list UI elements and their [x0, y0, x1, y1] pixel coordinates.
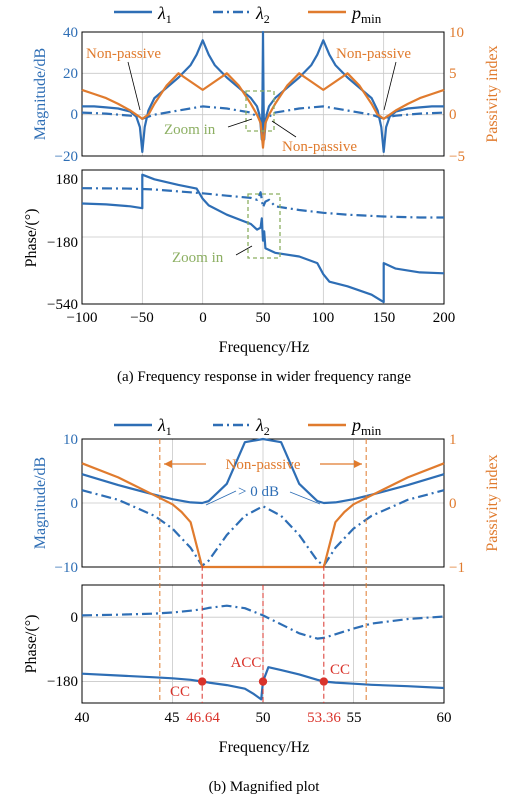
a1-ytick: −20	[55, 149, 78, 165]
legend-a: λ1 λ2 pmin	[114, 3, 382, 26]
series-lambda2-line	[81, 604, 445, 640]
b1-yticks-left: 10 0 −10	[55, 432, 78, 576]
series-lambda1-line	[81, 437, 445, 505]
b2-xtick: 45	[165, 710, 180, 726]
b1-series	[81, 437, 445, 569]
a1-zoom-box	[245, 90, 275, 132]
panel-b-magnitude: 10 0 −10 1 0 −1 Magnitude/dB Passivity i…	[32, 432, 501, 576]
a2-series	[81, 173, 445, 304]
b1-ylabel: Magnitude/dB	[32, 457, 49, 549]
b1-leader-gt0db-right	[289, 491, 321, 505]
a1-ytick-right: 0	[449, 107, 457, 123]
a1-yticks-right: 10 5 0 −5	[449, 25, 465, 165]
legend-b: λ1 λ2 pmin	[114, 415, 382, 438]
b2-point-label-acc: ACC	[231, 655, 262, 671]
series-pmin-line	[81, 462, 445, 569]
b1-ytick-right: −1	[449, 560, 465, 576]
b2-xtick: 60	[437, 710, 452, 726]
a2-xtick: 150	[373, 310, 396, 326]
b1-leader-gt0db-left	[205, 490, 237, 506]
a1-ytick-right: 10	[449, 25, 464, 41]
a1-annotation-nonpassive-left: Non-passive	[86, 46, 161, 62]
a2-xtick: −50	[130, 310, 153, 326]
panel-b-phase: 0 −180 40 45 50 55 60 46.64 53.36 Phase/…	[23, 584, 452, 756]
legend-b-lambda2-label: λ2	[255, 415, 270, 438]
b2-ylabel: Phase/(°)	[23, 615, 40, 674]
a1-leader-left	[127, 61, 141, 111]
panel-a-magnitude: 40 20 0 −20 10 5 0 −5 Magnitude/dB Passi…	[32, 25, 501, 165]
b2-xtick-red: 53.36	[307, 710, 341, 726]
b2-xticks: 40 45 50 55 60 46.64 53.36	[75, 710, 452, 726]
a2-xtick: −100	[67, 310, 98, 326]
a1-yticks-left: 40 20 0 −20	[55, 25, 78, 165]
a2-ytick: 180	[56, 172, 79, 188]
a1-ytick-right: 5	[449, 66, 457, 82]
a2-ylabel: Phase/(°)	[23, 209, 40, 268]
a1-annotation-nonpassive-center: Non-passive	[282, 139, 357, 155]
a2-leader-zoom	[235, 245, 253, 256]
panel-a-phase: 180 −180 −540 −100 −50 0 50 100 150 200 …	[23, 169, 456, 356]
b1-grid	[82, 439, 444, 567]
b1-ytick: 10	[63, 432, 78, 448]
legend-b-pmin-label: pmin	[350, 415, 382, 438]
series-lambda1-line	[81, 666, 445, 701]
a2-xlabel: Frequency/Hz	[219, 339, 310, 356]
a1-ylabel-right: Passivity index	[484, 45, 501, 142]
caption-a: (a) Frequency response in wider frequenc…	[117, 369, 411, 385]
caption-b: (b) Magnified plot	[209, 779, 321, 795]
a2-ytick: −180	[47, 235, 78, 251]
a2-yticks: 180 −180 −540	[47, 172, 78, 313]
a1-ytick: 40	[63, 25, 78, 41]
a1-ytick: 0	[71, 107, 79, 123]
b2-xtick-red: 46.64	[186, 710, 220, 726]
b2-xtick: 50	[256, 710, 271, 726]
a2-xtick: 50	[256, 310, 271, 326]
b1-ytick-right: 1	[449, 432, 457, 448]
b2-xtick: 40	[75, 710, 90, 726]
b1-ytick: −10	[55, 560, 78, 576]
a2-ytick: −540	[47, 297, 78, 313]
legend-lambda1-label: λ1	[157, 3, 172, 26]
a1-leader-right	[383, 61, 397, 111]
a1-leader-zoom	[227, 118, 253, 128]
a2-frame	[81, 169, 445, 305]
legend-b-lambda1-label: λ1	[157, 415, 172, 438]
a1-annotation-nonpassive-right: Non-passive	[336, 46, 411, 62]
series-lambda1-line	[81, 173, 445, 304]
series-pmin-line	[81, 72, 445, 149]
a2-xtick: 200	[433, 310, 456, 326]
a2-xticks: −100 −50 0 50 100 150 200	[67, 310, 456, 326]
b2-point-label-cc-right: CC	[330, 662, 350, 678]
legend-lambda2-label: λ2	[255, 3, 270, 26]
a1-series	[81, 30, 445, 153]
a2-annotation-zoom: Zoom in	[172, 250, 224, 266]
b1-annotation-nonpassive: Non-passive	[226, 457, 301, 473]
b1-ylabel-right: Passivity index	[484, 454, 501, 551]
a1-ylabel: Magnitude/dB	[32, 48, 49, 140]
b2-xlabel: Frequency/Hz	[219, 739, 310, 756]
b1-arrow-left-head	[164, 460, 172, 468]
b2-point-label-cc-left: CC	[170, 684, 190, 700]
a2-zoom-box	[247, 193, 281, 259]
b2-xtick: 55	[347, 710, 362, 726]
b1-ytick: 0	[71, 496, 79, 512]
b1-annotation-gt0db: > 0 dB	[238, 484, 279, 500]
a1-annotation-zoom: Zoom in	[164, 122, 216, 138]
b1-ytick-right: 0	[449, 496, 457, 512]
a1-ytick-right: −5	[449, 149, 465, 165]
a1-ytick: 20	[63, 66, 78, 82]
b-vlines	[159, 439, 367, 703]
b2-yticks: 0 −180	[47, 610, 78, 690]
b2-ytick: 0	[71, 610, 79, 626]
b2-ytick: −180	[47, 674, 78, 690]
b1-arrow-right-head	[354, 460, 362, 468]
b1-yticks-right: 1 0 −1	[449, 432, 465, 576]
series-lambda2-line	[81, 489, 445, 567]
a2-xtick: 0	[199, 310, 207, 326]
a1-leader-center	[271, 120, 297, 138]
legend-pmin-label: pmin	[350, 3, 382, 26]
a2-xtick: 100	[312, 310, 335, 326]
